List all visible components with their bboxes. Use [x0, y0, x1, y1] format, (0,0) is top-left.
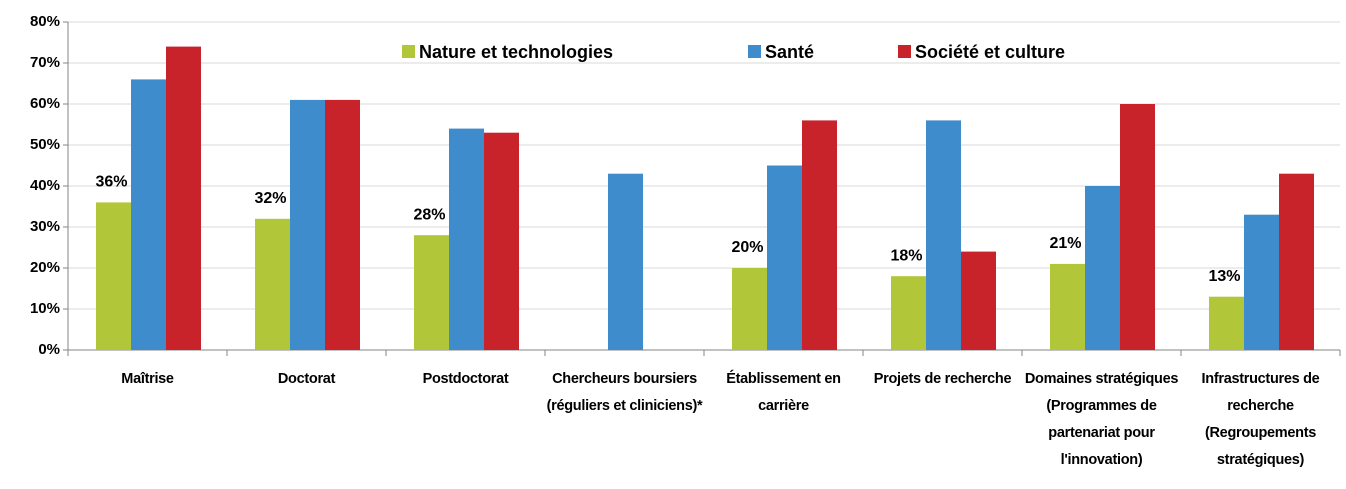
x-tick-label: Domaines stratégiques (Programmes de par… [1024, 371, 1179, 468]
data-label: 20% [731, 239, 763, 256]
x-tick-label: Postdoctorat [422, 371, 509, 387]
bar [166, 46, 201, 350]
bar [961, 251, 996, 350]
y-tick-label: 80% [30, 13, 60, 30]
data-label: 28% [413, 206, 445, 223]
legend-marker [748, 45, 761, 58]
y-tick-label: 10% [30, 300, 60, 317]
y-tick-label: 40% [30, 177, 60, 194]
x-tick-label: Doctorat [277, 371, 336, 387]
bar [1050, 263, 1085, 350]
bar [484, 132, 519, 350]
bar [767, 165, 802, 350]
bar [449, 128, 484, 350]
bar [96, 202, 131, 350]
bar [290, 99, 325, 351]
legend-label: Santé [765, 42, 814, 62]
bar [802, 120, 837, 351]
x-tick-label: Chercheurs boursiers (réguliers et clini… [546, 371, 703, 414]
y-tick-label: 50% [30, 136, 60, 153]
x-tick-label: Infrastructures de recherche (Regroupeme… [1201, 371, 1320, 468]
data-label: 21% [1049, 235, 1081, 252]
bar [1279, 173, 1314, 350]
bar [325, 99, 360, 351]
y-tick-label: 60% [30, 95, 60, 112]
x-tick-label: Établissement en carrière [726, 371, 841, 414]
y-tick-label: 20% [30, 259, 60, 276]
bar [1085, 186, 1120, 350]
y-tick-label: 30% [30, 218, 60, 235]
data-label: 36% [95, 174, 127, 191]
bar [926, 120, 961, 351]
bar [255, 218, 290, 350]
legend-label: Nature et technologies [419, 42, 613, 62]
bar [1209, 296, 1244, 350]
bar [732, 268, 767, 350]
data-label: 32% [254, 190, 286, 207]
x-tick-label: Projets de recherche [873, 371, 1012, 387]
legend-marker [898, 45, 911, 58]
data-label: 18% [890, 247, 922, 264]
bar [1120, 104, 1155, 350]
bar [608, 173, 643, 350]
bar [891, 276, 926, 350]
legend-label: Société et culture [915, 42, 1065, 62]
y-tick-label: 70% [30, 54, 60, 71]
bar [131, 79, 166, 351]
bar [1244, 214, 1279, 350]
bar [414, 235, 449, 350]
x-tick-label: Maîtrise [121, 371, 174, 387]
legend-marker [402, 45, 415, 58]
data-label: 13% [1208, 268, 1240, 285]
y-tick-label: 0% [38, 341, 60, 358]
